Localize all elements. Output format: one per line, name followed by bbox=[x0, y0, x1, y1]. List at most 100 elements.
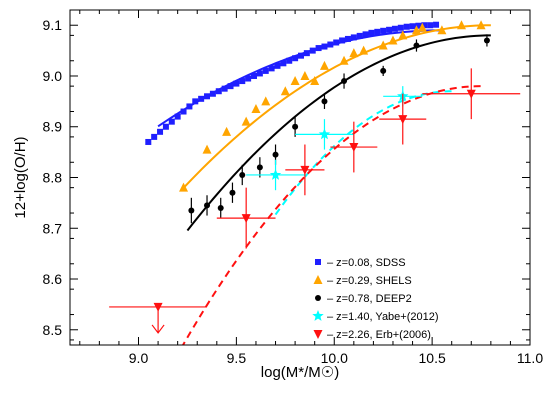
data-point bbox=[233, 80, 240, 87]
data-point bbox=[321, 98, 328, 105]
data-point bbox=[427, 22, 434, 29]
fit-curve bbox=[180, 24, 491, 191]
data-point bbox=[339, 37, 346, 44]
data-point bbox=[476, 20, 486, 30]
data-point bbox=[398, 115, 408, 125]
data-point bbox=[388, 35, 398, 45]
data-point bbox=[297, 52, 304, 59]
x-tick-label: 11.0 bbox=[517, 350, 543, 366]
data-point bbox=[180, 108, 187, 115]
data-point bbox=[413, 42, 420, 49]
data-point bbox=[262, 67, 269, 74]
data-point bbox=[321, 43, 328, 50]
data-point bbox=[356, 32, 363, 39]
data-point bbox=[245, 75, 252, 82]
legend-marker bbox=[312, 310, 324, 321]
data-point bbox=[411, 25, 421, 35]
data-point bbox=[456, 20, 466, 30]
data-point bbox=[303, 50, 310, 57]
fit-curve bbox=[186, 34, 491, 232]
data-point bbox=[359, 45, 369, 55]
data-point bbox=[315, 45, 322, 52]
legend-marker bbox=[313, 275, 323, 284]
data-point bbox=[168, 118, 175, 125]
data-point bbox=[174, 113, 181, 120]
legend: – z=0.08, SDSS – z=0.29, SHELS – z=0.78, D… bbox=[312, 257, 439, 341]
upper-limit-arrowhead bbox=[151, 324, 165, 334]
data-point bbox=[386, 26, 393, 33]
data-point bbox=[251, 103, 261, 113]
data-point bbox=[341, 78, 348, 85]
data-point bbox=[280, 86, 290, 96]
data-point bbox=[179, 182, 189, 192]
data-point bbox=[209, 90, 216, 97]
x-tick-label: 10.0 bbox=[321, 350, 348, 366]
data-point bbox=[280, 60, 287, 67]
data-point bbox=[274, 62, 281, 69]
data-point bbox=[319, 60, 329, 70]
data-point bbox=[192, 98, 199, 105]
y-tick-label: 8.7 bbox=[43, 220, 63, 236]
x-tick-label: 9.5 bbox=[227, 350, 247, 366]
data-point bbox=[241, 214, 251, 224]
data-point bbox=[221, 85, 228, 92]
data-point bbox=[145, 138, 152, 145]
data-point bbox=[251, 72, 257, 79]
data-point bbox=[380, 67, 387, 74]
data-point bbox=[272, 151, 279, 158]
data-point bbox=[222, 126, 232, 136]
data-point bbox=[300, 165, 310, 175]
data-point bbox=[333, 39, 340, 46]
y-axis-title: 12+log(O/H) bbox=[12, 136, 29, 218]
data-point bbox=[256, 164, 263, 171]
legend-label: – z=0.08, SDSS bbox=[327, 257, 406, 269]
legend-label: – z=1.40, Yabe+(2012) bbox=[327, 311, 439, 323]
data-point bbox=[350, 34, 357, 41]
data-point bbox=[157, 128, 164, 135]
legend-marker bbox=[315, 295, 321, 301]
data-point bbox=[391, 25, 398, 32]
fit-curve bbox=[181, 85, 482, 345]
data-point bbox=[239, 171, 246, 178]
data-point bbox=[229, 189, 236, 196]
data-point bbox=[397, 24, 404, 31]
data-point bbox=[344, 35, 351, 42]
data-point bbox=[421, 22, 428, 29]
data-point bbox=[204, 202, 211, 209]
plot-area bbox=[109, 20, 521, 345]
y-tick-label: 8.5 bbox=[43, 322, 63, 338]
data-point bbox=[286, 57, 293, 64]
data-point bbox=[327, 41, 334, 48]
data-point bbox=[300, 70, 310, 80]
y-tick-label: 8.9 bbox=[43, 119, 63, 135]
data-point bbox=[202, 144, 212, 154]
data-point bbox=[466, 89, 476, 99]
data-point bbox=[198, 95, 205, 102]
data-point bbox=[378, 40, 388, 50]
data-point bbox=[349, 143, 359, 153]
plot-frame bbox=[69, 9, 531, 346]
data-point bbox=[239, 78, 246, 85]
data-point bbox=[186, 103, 193, 110]
data-point bbox=[349, 48, 359, 58]
data-point bbox=[269, 168, 282, 180]
y-tick-label: 8.6 bbox=[43, 271, 63, 287]
data-point bbox=[398, 30, 408, 40]
data-point bbox=[483, 37, 490, 44]
data-point bbox=[153, 302, 163, 312]
data-point bbox=[362, 31, 369, 38]
fit-curve bbox=[274, 90, 452, 216]
data-point bbox=[409, 23, 416, 30]
y-tick-label: 8.8 bbox=[43, 170, 63, 186]
data-point bbox=[309, 47, 316, 54]
data-point bbox=[433, 21, 440, 28]
data-point bbox=[290, 76, 300, 86]
data-point bbox=[162, 123, 169, 130]
x-axis-title: log(M*/M☉) bbox=[261, 364, 339, 381]
y-tick-label: 9.1 bbox=[43, 17, 63, 33]
data-point bbox=[380, 27, 387, 34]
legend-marker bbox=[313, 330, 323, 339]
legend-label: – z=0.78, DEEP2 bbox=[327, 293, 412, 305]
x-tick-label: 10.5 bbox=[419, 350, 446, 366]
data-point bbox=[215, 88, 222, 95]
